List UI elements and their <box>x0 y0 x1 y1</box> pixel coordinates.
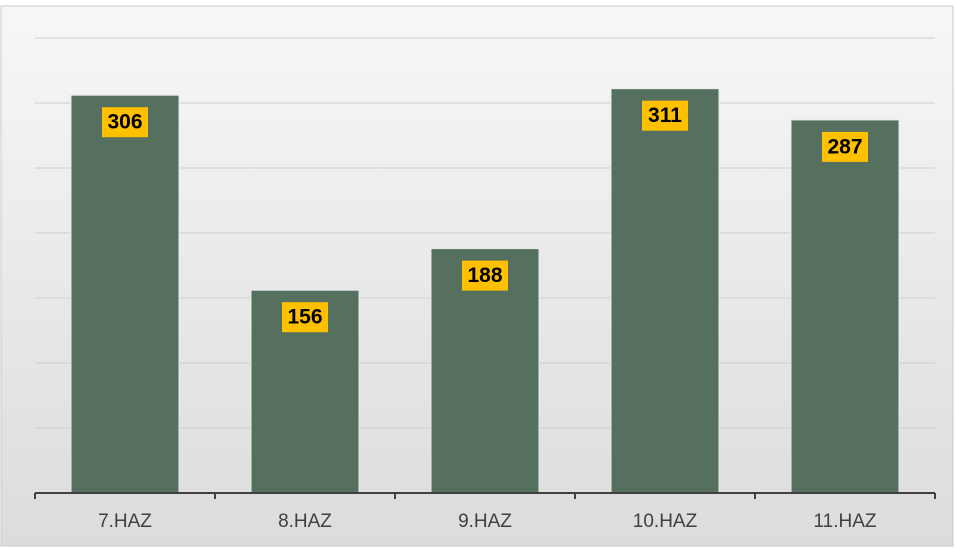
data-label: 306 <box>107 111 142 134</box>
x-tick-label: 11.HAZ <box>813 511 876 532</box>
data-label: 188 <box>467 264 502 287</box>
data-label-box <box>462 260 508 291</box>
data-label: 311 <box>648 104 682 127</box>
bar <box>610 88 720 494</box>
data-label-box <box>102 107 148 138</box>
data-label-box <box>282 302 328 333</box>
x-tick-label: 7.HAZ <box>98 511 152 532</box>
bar <box>790 119 900 494</box>
x-tick-label: 9.HAZ <box>458 511 512 532</box>
data-label: 156 <box>287 306 322 329</box>
data-label: 287 <box>827 135 862 158</box>
x-tick-label: 8.HAZ <box>278 511 332 532</box>
data-label-box <box>642 100 688 131</box>
bar <box>70 94 180 494</box>
data-label-box <box>822 131 868 162</box>
x-tick-label: 10.HAZ <box>633 511 698 532</box>
